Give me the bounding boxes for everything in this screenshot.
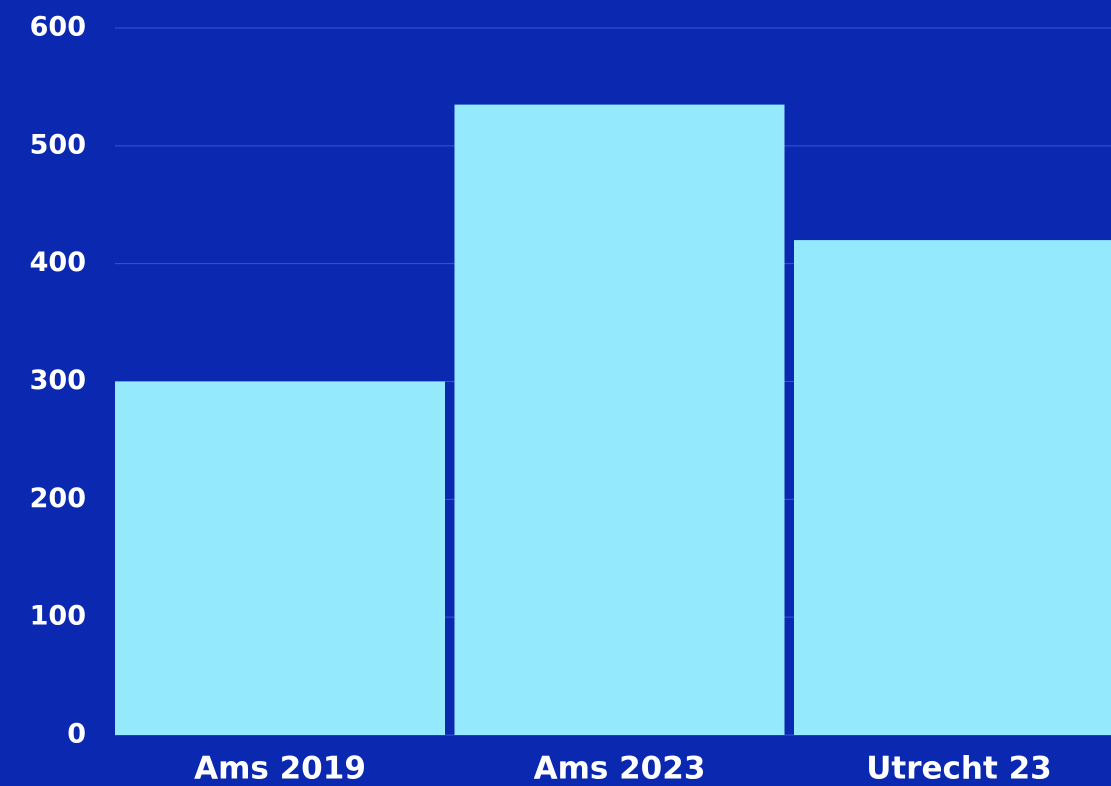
y-tick-label: 400 (30, 247, 86, 278)
x-tick-label: Ams 2019 (194, 751, 366, 786)
y-tick-label: 600 (30, 12, 86, 43)
bar (454, 104, 785, 735)
bar (115, 381, 445, 735)
y-tick-label: 200 (30, 483, 86, 514)
x-tick-label: Utrecht 23 (866, 751, 1052, 786)
y-tick-label: 500 (30, 129, 86, 160)
x-tick-label: Ams 2023 (534, 751, 706, 786)
y-tick-label: 100 (30, 601, 86, 632)
y-tick-label: 300 (30, 365, 86, 396)
y-tick-label: 0 (67, 719, 86, 750)
bar (794, 240, 1111, 735)
